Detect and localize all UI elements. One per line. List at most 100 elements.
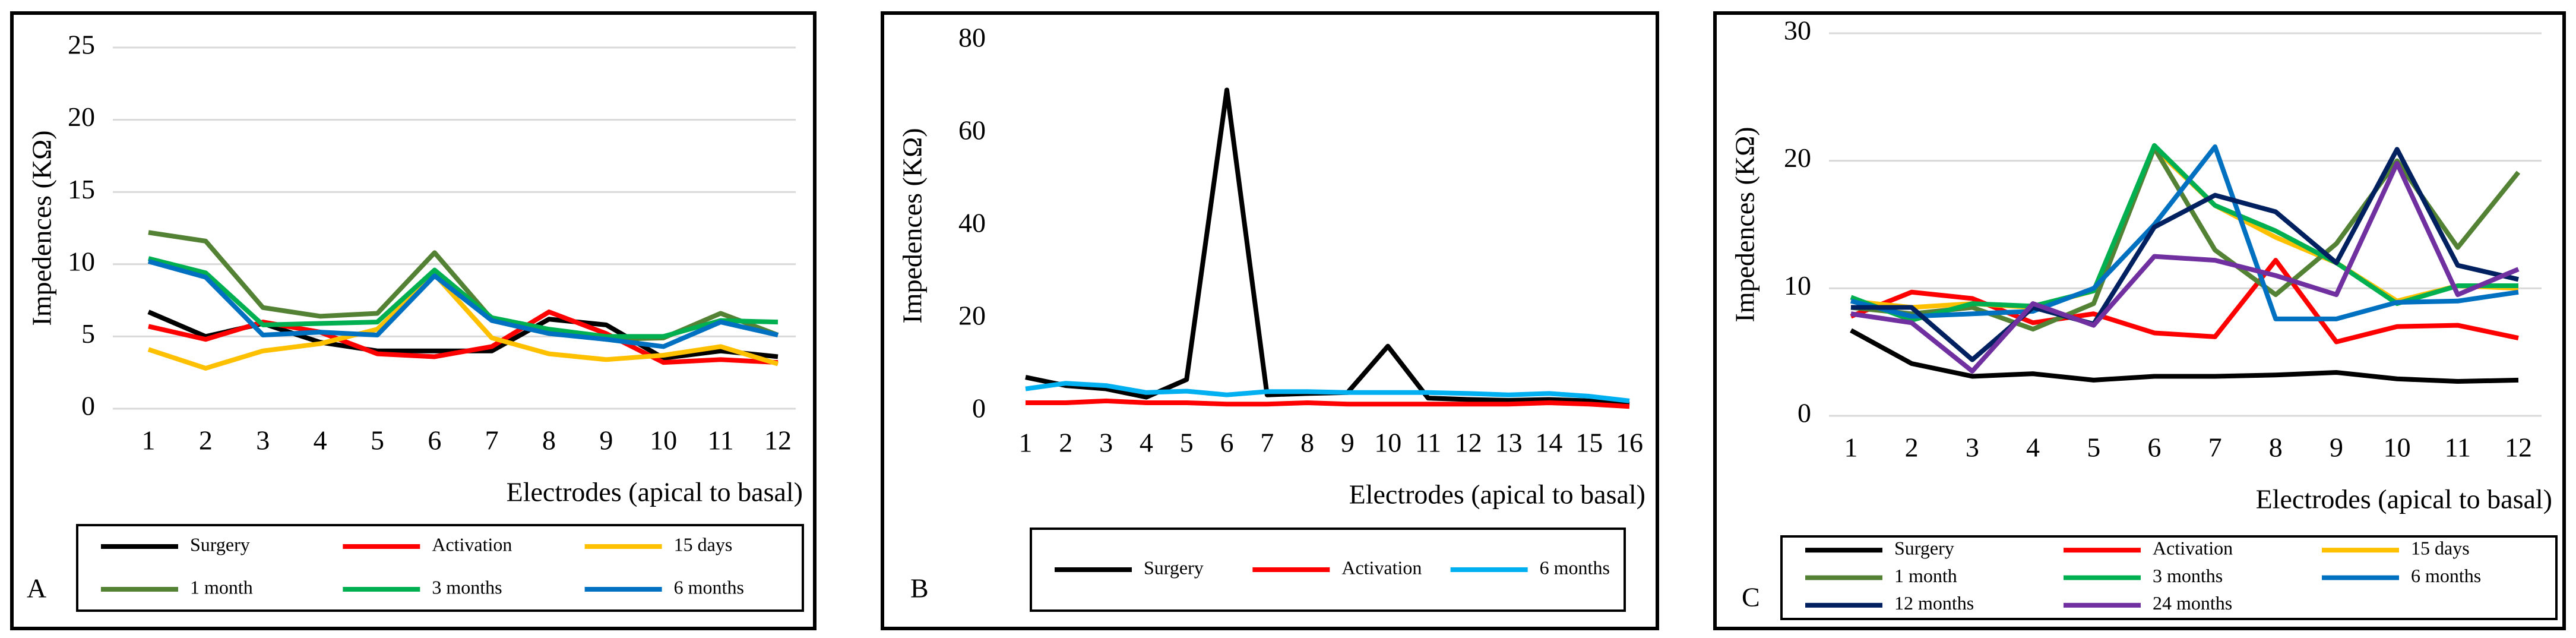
y-tick-label: 0: [1797, 398, 1811, 428]
legend-label: 1 month: [1894, 565, 1957, 586]
legend-label: 6 months: [674, 576, 744, 598]
x-tick-label: 13: [1495, 428, 1523, 458]
x-tick-label: 3: [1099, 428, 1113, 458]
panel-label: B: [910, 573, 929, 604]
x-axis-title: Electrodes (apical to basal): [2256, 484, 2552, 514]
legend-label: Surgery: [190, 533, 250, 555]
data-line: [1025, 87, 1630, 407]
x-tick-label: 2: [1905, 432, 1919, 463]
y-tick-label: 10: [68, 246, 95, 276]
x-tick-label: 7: [485, 425, 499, 456]
legend-label: Activation: [1341, 557, 1422, 578]
data-line: [148, 256, 779, 339]
legend-label: 12 months: [1894, 592, 1974, 614]
x-tick-label: 6: [428, 425, 441, 456]
y-tick-label: 40: [958, 208, 986, 238]
legend-label: 1 month: [190, 576, 253, 598]
x-tick-label: 11: [2445, 432, 2471, 463]
x-tick-label: 10: [1374, 428, 1401, 458]
data-line: [148, 230, 779, 342]
legend-box: [76, 524, 804, 612]
x-tick-label: 11: [707, 425, 733, 456]
x-tick-label: 12: [2505, 432, 2532, 463]
y-tick-label: 20: [68, 102, 95, 132]
x-tick-label: 9: [2330, 432, 2343, 463]
panel-label: C: [1742, 582, 1760, 612]
x-tick-label: 3: [1966, 432, 1979, 463]
x-tick-label: 2: [1059, 428, 1072, 458]
x-tick-label: 1: [1844, 432, 1858, 463]
y-tick-label: 25: [68, 30, 95, 60]
legend-box: [1780, 535, 2558, 620]
x-tick-label: 5: [371, 425, 384, 456]
x-tick-label: 7: [1260, 428, 1274, 458]
data-line: [1850, 146, 2519, 310]
x-tick-label: 8: [1300, 428, 1314, 458]
y-axis-title: Impedences (KΩ): [1730, 127, 1760, 322]
legend-label: 6 months: [1540, 557, 1610, 578]
y-axis-title: Impedences (KΩ): [27, 130, 57, 326]
data-line: [1025, 381, 1630, 403]
x-axis-title: Electrodes (apical to basal): [1349, 479, 1645, 510]
data-line: [1850, 160, 2520, 374]
x-tick-label: 7: [2208, 432, 2222, 463]
legend-label: Surgery: [1894, 538, 1954, 559]
legend-label: 15 days: [2411, 538, 2470, 559]
x-tick-label: 9: [599, 425, 613, 456]
y-tick-label: 0: [972, 393, 986, 424]
y-tick-label: 60: [958, 115, 986, 146]
x-tick-label: 1: [142, 425, 156, 456]
x-tick-label: 2: [199, 425, 213, 456]
x-axis-title: Electrodes (apical to basal): [507, 477, 803, 507]
x-tick-label: 1: [1019, 428, 1033, 458]
x-tick-label: 5: [1180, 428, 1194, 458]
data-line: [147, 271, 779, 371]
x-tick-label: 5: [2087, 432, 2100, 463]
x-tick-label: 15: [1575, 428, 1603, 458]
x-tick-label: 3: [256, 425, 270, 456]
legend-label: Activation: [432, 533, 512, 555]
x-tick-label: 9: [1341, 428, 1355, 458]
x-tick-label: 6: [2147, 432, 2161, 463]
x-tick-label: 6: [1220, 428, 1234, 458]
x-tick-label: 4: [1140, 428, 1153, 458]
legend-label: Surgery: [1144, 557, 1204, 578]
panel-border: [10, 11, 817, 630]
legend-label: Activation: [2153, 538, 2233, 559]
data-line: [1850, 144, 2519, 321]
x-tick-label: 10: [2384, 432, 2411, 463]
y-tick-label: 15: [68, 174, 95, 204]
data-line: [1851, 147, 2519, 362]
legend-label: 24 months: [2153, 592, 2232, 614]
y-tick-label: 0: [81, 391, 95, 421]
x-tick-label: 14: [1535, 428, 1562, 458]
x-tick-label: 10: [650, 425, 677, 456]
x-tick-label: 12: [1455, 428, 1482, 458]
x-tick-label: 12: [764, 425, 792, 456]
data-line: [1026, 398, 1630, 409]
x-tick-label: 11: [1415, 428, 1441, 458]
y-tick-label: 20: [958, 301, 986, 331]
legend-label: 3 months: [432, 576, 502, 598]
y-tick-label: 30: [1784, 15, 1811, 46]
x-tick-label: 8: [542, 425, 556, 456]
y-tick-label: 20: [1784, 143, 1811, 173]
y-tick-label: 10: [1784, 270, 1811, 301]
legend-label: 3 months: [2153, 565, 2223, 586]
y-tick-label: 80: [958, 23, 986, 53]
legend-label: 15 days: [674, 533, 733, 555]
data-line: [1850, 258, 2519, 345]
x-tick-label: 8: [2269, 432, 2283, 463]
x-tick-label: 16: [1616, 428, 1643, 458]
y-axis-title: Impedences (KΩ): [897, 128, 928, 323]
panel-border: [881, 11, 1659, 630]
panel-border: [1713, 11, 2566, 630]
x-tick-label: 4: [2026, 432, 2040, 463]
x-tick-label: 4: [314, 425, 327, 456]
panel-label: A: [27, 573, 46, 604]
data-line: [147, 259, 779, 349]
legend-label: 6 months: [2411, 565, 2481, 586]
data-line: [1850, 328, 2519, 384]
y-tick-label: 5: [81, 318, 95, 349]
